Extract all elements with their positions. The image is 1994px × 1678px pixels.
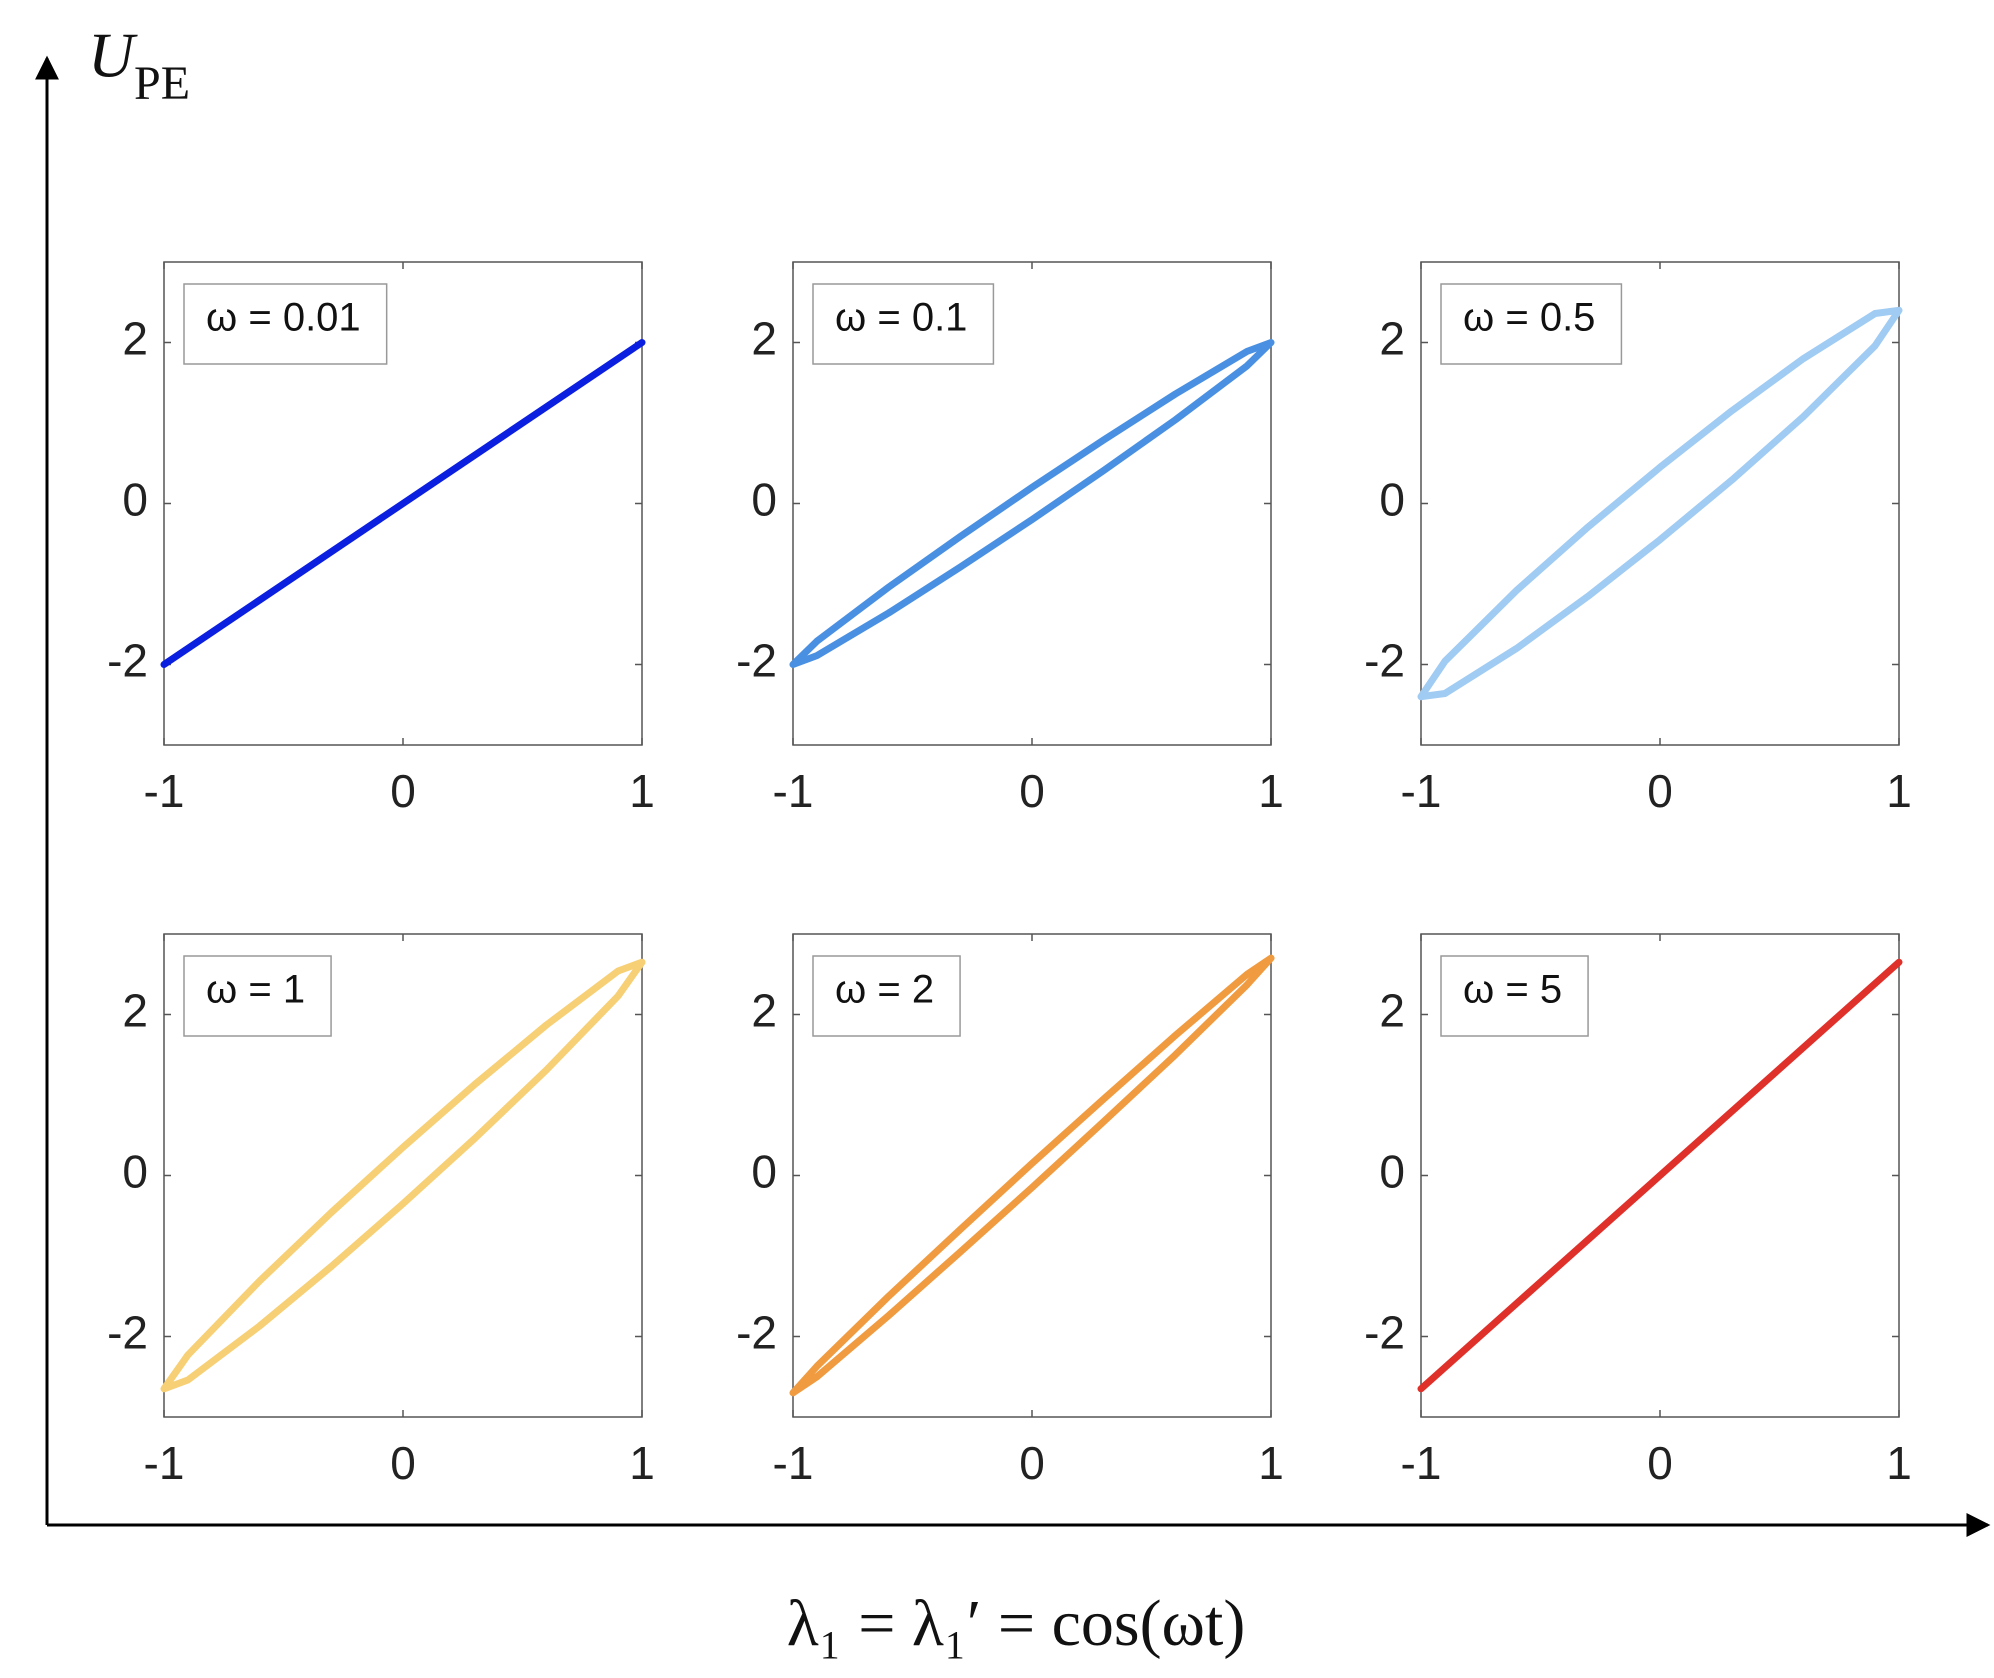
series-line [1417,958,1903,1393]
y-tick-label: -2 [736,635,777,687]
x-tick-label: 0 [1647,1437,1673,1489]
y-axis-label-subscript: PE [134,57,190,110]
y-tick-label: 0 [1379,474,1405,526]
legend-label: ω = 0.01 [206,296,361,340]
legend: ω = 0.1 [812,283,995,365]
legend-label: ω = 1 [206,968,305,1012]
x-tick-label: 0 [1647,765,1673,817]
legend: ω = 2 [812,955,961,1037]
legend-box [812,283,995,365]
x-tick-label: 0 [390,1437,416,1489]
x-tick-label: 0 [1019,765,1045,817]
legend-box [812,955,961,1037]
series-line [789,954,1275,1397]
legend-box [1440,955,1589,1037]
x-tick-label: 1 [1886,1437,1912,1489]
y-tick-label: -2 [107,635,148,687]
y-tick-label: 0 [1379,1146,1405,1198]
legend: ω = 1 [183,955,332,1037]
y-tick-label: 0 [751,1146,777,1198]
legend: ω = 0.5 [1440,283,1623,365]
series-line [789,339,1275,668]
x-tick-label: -1 [144,765,185,817]
x-tick-label: -1 [144,1437,185,1489]
x-tick-label: -1 [773,1437,814,1489]
y-tick-label: 0 [122,474,148,526]
x-tick-label: 0 [390,765,416,817]
y-tick-label: 2 [122,313,148,365]
x-tick-label: 1 [629,765,655,817]
y-axis-label: U [88,20,138,91]
x-tick-label: 0 [1019,1437,1045,1489]
legend: ω = 0.01 [183,283,388,365]
x-tick-label: -1 [1401,765,1442,817]
y-tick-label: 0 [122,1146,148,1198]
legend-label: ω = 0.1 [835,296,967,340]
x-tick-label: 1 [629,1437,655,1489]
series-line [1417,306,1903,701]
x-tick-label: 1 [1258,765,1284,817]
x-tick-label: -1 [1401,1437,1442,1489]
legend-label: ω = 2 [835,968,934,1012]
x-tick-label: -1 [773,765,814,817]
x-axis-label: λ₁ = λ₁′ = cos(ωt) [787,1587,1246,1660]
y-tick-label: 2 [122,985,148,1037]
legend-label: ω = 0.5 [1463,296,1595,340]
series-line [160,958,646,1393]
y-tick-label: 0 [751,474,777,526]
series-line [160,339,646,668]
y-tick-label: -2 [107,1307,148,1359]
x-tick-label: 1 [1258,1437,1284,1489]
y-tick-label: 2 [1379,985,1405,1037]
y-tick-label: -2 [736,1307,777,1359]
legend-label: ω = 5 [1463,968,1562,1012]
legend-box [1440,283,1623,365]
y-tick-label: 2 [751,313,777,365]
legend-box [183,283,388,365]
legend: ω = 5 [1440,955,1589,1037]
y-tick-label: 2 [751,985,777,1037]
y-tick-label: 2 [1379,313,1405,365]
y-tick-label: -2 [1364,635,1405,687]
y-tick-label: -2 [1364,1307,1405,1359]
x-tick-label: 1 [1886,765,1912,817]
legend-box [183,955,332,1037]
